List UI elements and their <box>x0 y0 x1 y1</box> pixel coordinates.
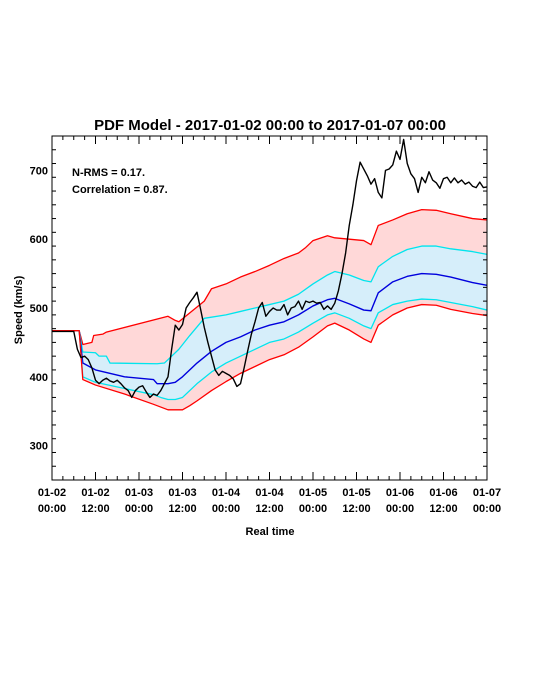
x-tick-label-date: 01-05 <box>299 487 327 499</box>
y-axis-label: Speed (km/s) <box>13 275 25 344</box>
x-tick-label-time: 12:00 <box>81 503 109 515</box>
nrms-annotation: N-RMS = 0.17. <box>72 167 145 179</box>
y-tick-label: 700 <box>30 165 48 177</box>
axis-ticks: 300 400 500 600 700 01-02 00:00 01-02 12:00 01-03… <box>30 135 501 515</box>
plot-area: 300 400 500 600 700 01-02 00:00 01-02 12:00 01-03… <box>30 135 501 515</box>
x-tick-label-time: 12:00 <box>429 503 457 515</box>
x-tick-label-date: 01-03 <box>125 487 153 499</box>
x-tick-label-date: 01-04 <box>255 487 284 499</box>
x-tick-label-time: 00:00 <box>386 503 414 515</box>
x-tick-label-date: 01-02 <box>81 487 109 499</box>
upper-outer-line <box>52 208 488 346</box>
x-tick-label-date: 01-06 <box>429 487 457 499</box>
x-axis-label: Real time <box>246 526 295 538</box>
chart-title: PDF Model - 2017-01-02 00:00 to 2017-01-… <box>94 117 446 134</box>
x-tick-label-time: 00:00 <box>125 503 153 515</box>
x-tick-label-date: 01-03 <box>168 487 196 499</box>
series-lines <box>52 138 488 411</box>
x-tick-label-date: 01-05 <box>342 487 370 499</box>
x-tick-label-time: 12:00 <box>255 503 283 515</box>
y-tick-label: 600 <box>30 234 48 246</box>
x-tick-label-time: 12:00 <box>168 503 196 515</box>
y-tick-label: 300 <box>30 441 48 453</box>
correlation-annotation: Correlation = 0.87. <box>72 184 168 196</box>
x-tick-label-date: 01-07 <box>473 487 501 499</box>
lower-outer-line <box>52 303 488 411</box>
y-tick-label: 500 <box>30 303 48 315</box>
observed-speed-line <box>52 138 488 399</box>
x-tick-label-time: 00:00 <box>212 503 240 515</box>
x-tick-label-time: 00:00 <box>473 503 501 515</box>
x-tick-label-time: 12:00 <box>342 503 370 515</box>
lower-outer-band <box>52 299 487 410</box>
x-tick-label-time: 00:00 <box>38 503 66 515</box>
upper-outer-band <box>52 209 487 364</box>
median-line <box>52 272 488 385</box>
x-tick-label-date: 01-06 <box>386 487 414 499</box>
upper-inner-line <box>52 245 488 365</box>
x-tick-label-date: 01-02 <box>38 487 66 499</box>
y-tick-label: 400 <box>30 372 48 384</box>
inner-band <box>52 246 487 400</box>
x-tick-label-time: 00:00 <box>299 503 327 515</box>
uncertainty-bands <box>52 209 487 410</box>
x-tick-label-date: 01-04 <box>212 487 241 499</box>
